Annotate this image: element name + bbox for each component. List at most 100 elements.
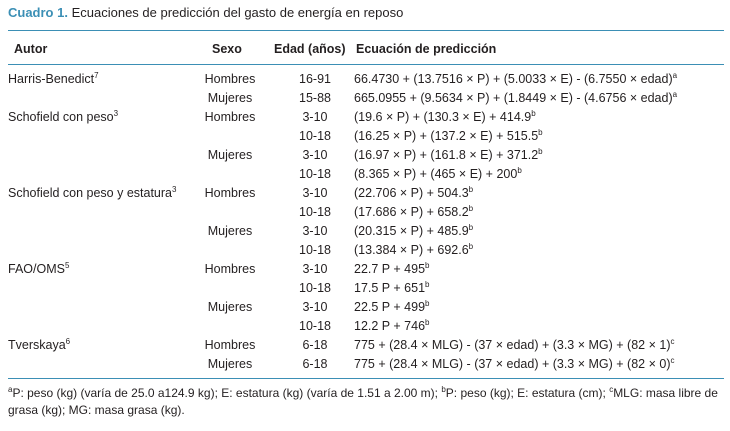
caption-title: Ecuaciones de predicción del gasto de en… bbox=[71, 5, 404, 20]
autor-cell bbox=[8, 146, 184, 165]
ecuacion-cell-text: (8.365 × P) + (465 × E) + 200 bbox=[354, 167, 518, 181]
footnote-mark-c: c bbox=[609, 385, 614, 394]
ecuacion-cell: 22.5 P + 499b bbox=[354, 298, 677, 317]
autor-cell-superscript: 7 bbox=[94, 71, 99, 80]
ecuacion-cell-superscript: b bbox=[538, 147, 543, 156]
edad-cell-text: 6-18 bbox=[302, 338, 328, 352]
ecuacion-cell-superscript: b bbox=[425, 261, 430, 270]
edad-cell: 3-10 bbox=[276, 222, 354, 241]
edad-cell: 10-18 bbox=[276, 241, 354, 260]
header-autor: Autor bbox=[14, 42, 48, 56]
ecuacion-cell-superscript: b bbox=[531, 109, 536, 118]
ecuacion-cell-superscript: c bbox=[670, 356, 675, 365]
ecuacion-cell-superscript: b bbox=[425, 280, 430, 289]
edad-cell-text: 3-10 bbox=[302, 148, 328, 162]
sexo-cell bbox=[184, 165, 276, 184]
sexo-cell-text: Mujeres bbox=[207, 300, 253, 314]
autor-cell-superscript: 6 bbox=[65, 337, 71, 346]
table-row: 10-18 (13.384 × P) + 692.6b bbox=[8, 241, 677, 260]
autor-cell: Schofield con peso3 bbox=[8, 108, 184, 127]
ecuacion-cell: 12.2 P + 746b bbox=[354, 317, 677, 336]
ecuacion-cell: (16.25 × P) + (137.2 × E) + 515.5b bbox=[354, 127, 677, 146]
ecuacion-cell: (22.706 × P) + 504.3b bbox=[354, 184, 677, 203]
bottom-rule bbox=[8, 378, 724, 379]
sexo-cell bbox=[184, 241, 276, 260]
ecuacion-cell-text: (19.6 × P) + (130.3 × E) + 414.9 bbox=[354, 110, 532, 124]
ecuacion-cell-text: 22.5 P + 499 bbox=[354, 300, 426, 314]
ecuacion-cell-text: 665.0955 + (9.5634 × P) + (1.8449 × E) -… bbox=[354, 91, 673, 105]
autor-cell: Harris-Benedict7 bbox=[8, 70, 184, 89]
ecuacion-cell: (19.6 × P) + (130.3 × E) + 414.9b bbox=[354, 108, 677, 127]
edad-cell-text: 16-91 bbox=[299, 72, 331, 86]
autor-cell-text: Harris-Benedict bbox=[8, 72, 95, 86]
table-row: Mujeres 3-10 (20.315 × P) + 485.9b bbox=[8, 222, 677, 241]
ecuacion-cell-text: 12.2 P + 746 bbox=[354, 319, 426, 333]
edad-cell-text: 10-18 bbox=[299, 243, 331, 257]
table-body: Harris-Benedict7 Hombres 16-91 66.4730 + (1… bbox=[8, 70, 677, 374]
autor-cell-text: Schofield con peso bbox=[8, 110, 114, 124]
autor-cell bbox=[8, 298, 184, 317]
sexo-cell: Hombres bbox=[184, 336, 276, 355]
ecuacion-cell: (17.686 × P) + 658.2b bbox=[354, 203, 677, 222]
ecuacion-cell: 775 + (28.4 × MLG) - (37 × edad) + (3.3 … bbox=[354, 355, 677, 374]
sexo-cell-text: Hombres bbox=[204, 110, 256, 124]
autor-cell bbox=[8, 317, 184, 336]
sexo-cell: Hombres bbox=[184, 108, 276, 127]
sexo-cell: Hombres bbox=[184, 184, 276, 203]
ecuacion-cell-text: 775 + (28.4 × MLG) - (37 × edad) + (3.3 … bbox=[354, 338, 671, 352]
ecuacion-cell-text: (17.686 × P) + 658.2 bbox=[354, 205, 469, 219]
autor-cell: FAO/OMS5 bbox=[8, 260, 184, 279]
edad-cell-text: 10-18 bbox=[299, 205, 331, 219]
table-caption: Cuadro 1. Ecuaciones de predicción del g… bbox=[8, 4, 403, 22]
autor-cell-superscript: 5 bbox=[64, 261, 70, 270]
ecuacion-cell: 775 + (28.4 × MLG) - (37 × edad) + (3.3 … bbox=[354, 336, 677, 355]
ecuacion-cell: 22.7 P + 495b bbox=[354, 260, 677, 279]
edad-cell-text: 6-18 bbox=[302, 357, 328, 371]
autor-cell bbox=[8, 279, 184, 298]
table-footnote: aP: peso (kg) (varía de 25.0 a124.9 kg);… bbox=[8, 385, 724, 419]
table-row: Harris-Benedict7 Hombres 16-91 66.4730 + (1… bbox=[8, 70, 677, 89]
sexo-cell: Mujeres bbox=[184, 355, 276, 374]
edad-cell: 3-10 bbox=[276, 108, 354, 127]
ecuacion-cell-superscript: b bbox=[425, 299, 430, 308]
sexo-cell: Mujeres bbox=[184, 89, 276, 108]
footnote-mark-b: b bbox=[441, 385, 446, 394]
edad-cell: 16-91 bbox=[276, 70, 354, 89]
footnote-c-text: MLG: masa libre de grasa (kg); MG: masa … bbox=[8, 386, 718, 417]
header-edad: Edad (años) bbox=[274, 42, 346, 56]
ecuacion-cell-superscript: b bbox=[425, 318, 430, 327]
ecuacion-cell-text: (16.25 × P) + (137.2 × E) + 515.5 bbox=[354, 129, 539, 143]
header-ecuacion: Ecuación de predicción bbox=[356, 42, 497, 56]
table-row: 10-18 12.2 P + 746b bbox=[8, 317, 677, 336]
table-row: 10-18 17.5 P + 651b bbox=[8, 279, 677, 298]
ecuacion-cell-superscript: b bbox=[468, 204, 474, 213]
sexo-cell-text: Hombres bbox=[204, 338, 256, 352]
table-row: Mujeres 15-88 665.0955 + (9.5634 × P) + (1… bbox=[8, 89, 677, 108]
ecuacion-cell-superscript: b bbox=[468, 185, 474, 194]
edad-cell: 3-10 bbox=[276, 146, 354, 165]
edad-cell: 15-88 bbox=[276, 89, 354, 108]
ecuacion-cell-text: 775 + (28.4 × MLG) - (37 × edad) + (3.3 … bbox=[354, 357, 671, 371]
table-row: Mujeres 3-10 (16.97 × P) + (161.8 × E) + 3… bbox=[8, 146, 677, 165]
edad-cell-text: 15-88 bbox=[299, 91, 331, 105]
ecuacion-cell: 665.0955 + (9.5634 × P) + (1.8449 × E) -… bbox=[354, 89, 677, 108]
table-row: 10-18 (16.25 × P) + (137.2 × E) + 515.5b bbox=[8, 127, 677, 146]
autor-cell bbox=[8, 127, 184, 146]
ecuacion-cell-text: 22.7 P + 495 bbox=[354, 262, 426, 276]
sexo-cell: Mujeres bbox=[184, 222, 276, 241]
ecuacion-cell-text: (20.315 × P) + 485.9 bbox=[354, 224, 469, 238]
autor-cell-text: Tverskaya bbox=[8, 338, 66, 352]
autor-cell bbox=[8, 241, 184, 260]
ecuacion-cell: 66.4730 + (13.7516 × P) + (5.0033 × E) -… bbox=[354, 70, 677, 89]
ecuacion-cell: (20.315 × P) + 485.9b bbox=[354, 222, 677, 241]
top-rule bbox=[8, 30, 724, 31]
autor-cell-superscript: 3 bbox=[172, 185, 177, 194]
ecuacion-cell-superscript: a bbox=[672, 90, 678, 99]
edad-cell: 6-18 bbox=[276, 336, 354, 355]
sexo-cell-text: Mujeres bbox=[207, 148, 253, 162]
edad-cell-text: 10-18 bbox=[299, 167, 331, 181]
table-row: Mujeres 6-18 775 + (28.4 × MLG) - (37 × ed… bbox=[8, 355, 677, 374]
sexo-cell-text: Hombres bbox=[204, 262, 256, 276]
edad-cell: 3-10 bbox=[276, 298, 354, 317]
ecuacion-cell-text: 17.5 P + 651 bbox=[354, 281, 426, 295]
